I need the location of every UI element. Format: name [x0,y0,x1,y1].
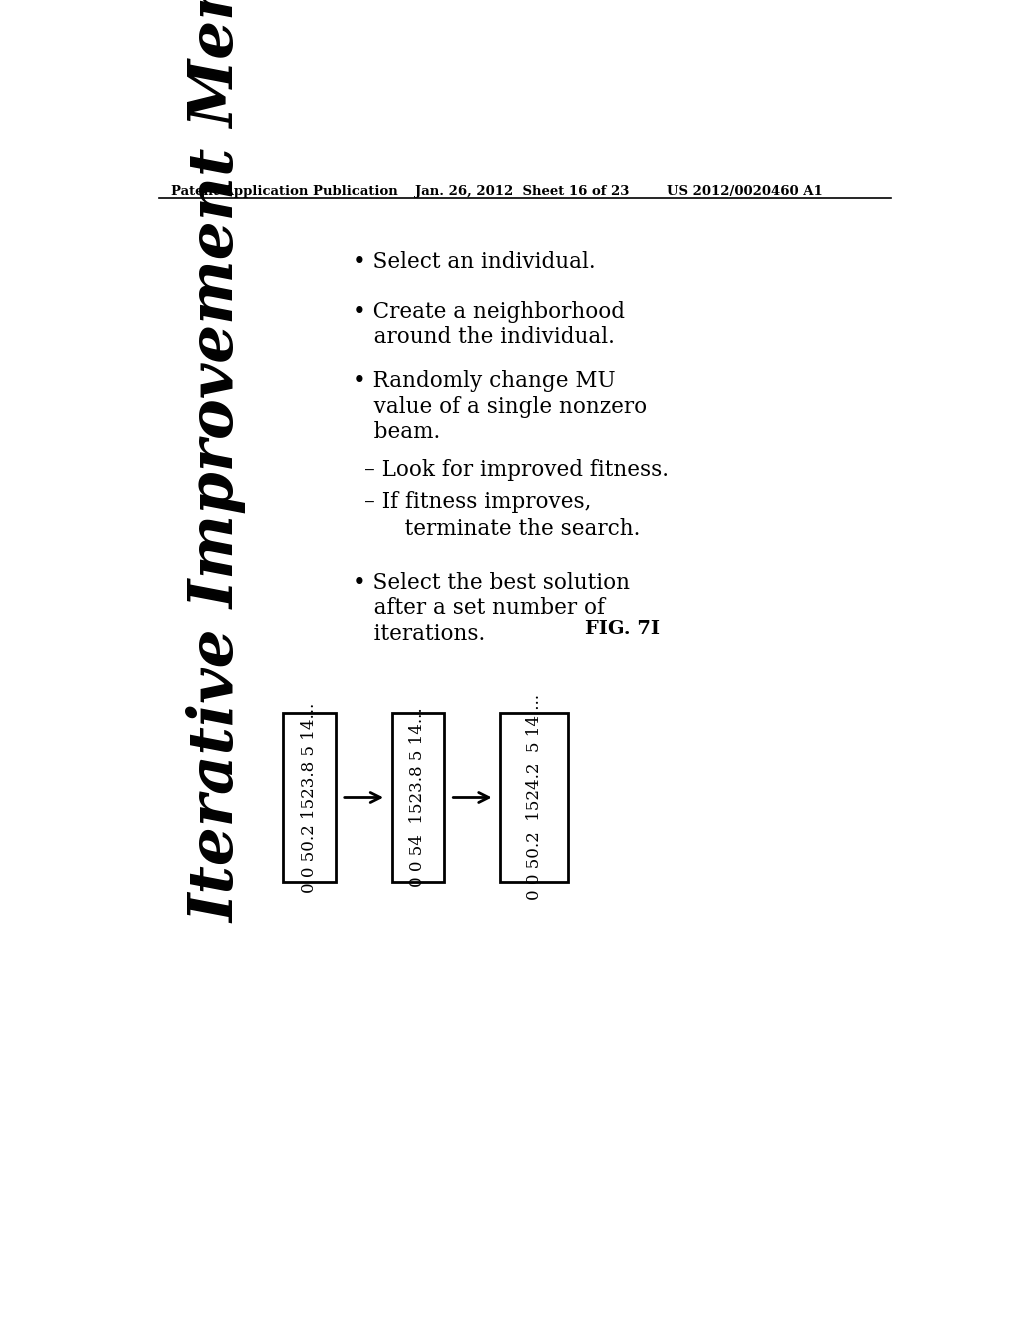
Bar [391,713,444,882]
Text: • Select an individual.: • Select an individual. [352,251,595,273]
Text: – If fitness improves,: – If fitness improves, [365,491,592,513]
Bar [500,713,568,882]
Text: • Select the best solution
   after a set number of
   iterations.: • Select the best solution after a set n… [352,572,630,644]
Text: 0 0 50.2  1524.2  5 14 ...: 0 0 50.2 1524.2 5 14 ... [525,694,543,900]
Text: Jan. 26, 2012  Sheet 16 of 23: Jan. 26, 2012 Sheet 16 of 23 [415,185,629,198]
Bar [283,713,336,882]
Text: 0 0 54  1523.8 5 14...: 0 0 54 1523.8 5 14... [410,708,426,887]
Text: terminate the search.: terminate the search. [384,517,640,540]
Text: • Create a neighborhood
   around the individual.: • Create a neighborhood around the indiv… [352,301,625,348]
Text: Patent Application Publication: Patent Application Publication [171,185,397,198]
Text: • Randomly change MU
   value of a single nonzero
   beam.: • Randomly change MU value of a single n… [352,370,647,444]
Text: US 2012/0020460 A1: US 2012/0020460 A1 [667,185,822,198]
Text: FIG. 7I: FIG. 7I [586,620,660,639]
Text: 0 0 50.2 1523.8 5 14...: 0 0 50.2 1523.8 5 14... [301,702,317,892]
Text: Iterative Improvement Meme: Iterative Improvement Meme [187,0,247,923]
Text: – Look for improved fitness.: – Look for improved fitness. [365,459,670,480]
